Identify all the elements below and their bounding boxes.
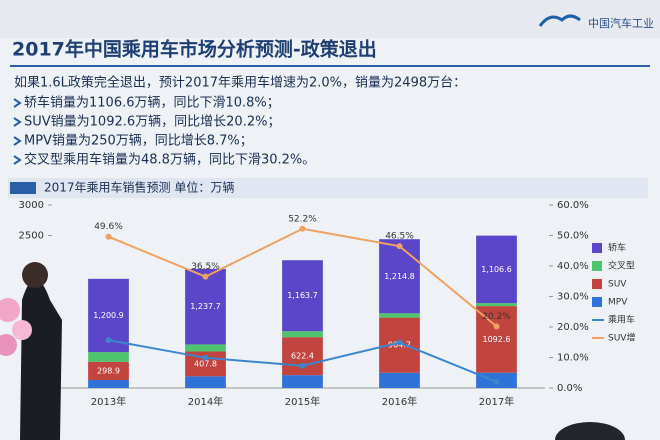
presenter-head [22, 262, 48, 288]
legend-swatch [592, 279, 602, 289]
data-label: 298.9 [97, 366, 120, 375]
bar-segment [379, 313, 420, 318]
data-label: 1,106.6 [481, 265, 512, 274]
line-point [396, 243, 403, 250]
bar-segment [282, 375, 323, 388]
legend-swatch [592, 297, 602, 307]
bar-segment [379, 372, 420, 388]
slide-title: 2017年中国乘用车市场分析预测-政策退出 [12, 38, 377, 61]
data-label: 1,214.8 [384, 272, 415, 281]
legend-label: MPV [608, 298, 628, 308]
legend-swatch [592, 243, 602, 253]
data-label: 52.2% [288, 214, 317, 224]
bullet-icon [13, 117, 22, 127]
bar-segment [282, 260, 323, 332]
bar-segment [185, 344, 226, 352]
data-label: 1,237.7 [190, 302, 221, 311]
chart-title: 2017年乘用车销售预测 单位：万辆 [44, 180, 234, 195]
bar-segment [88, 361, 129, 381]
bar-segment [185, 376, 226, 388]
presenter [20, 279, 62, 440]
bar-segment [476, 306, 517, 373]
bar-segment [282, 337, 323, 376]
bar-segment [185, 268, 226, 345]
data-label: 20.2% [482, 312, 511, 322]
bar-segment [379, 239, 420, 314]
legend-swatch [592, 261, 602, 271]
bar-segment [282, 331, 323, 338]
line-point [105, 337, 112, 344]
bar-segment [88, 352, 129, 362]
legend-label: 乘用车 [608, 314, 635, 326]
data-label: 1,200.9 [93, 311, 124, 320]
audience [555, 422, 625, 440]
legend-label: SUV增 [608, 332, 635, 344]
y2-tick-label: 10.0% [557, 353, 589, 364]
x-tick-label: 2015年 [285, 395, 320, 408]
bullet: MPV销量为250万辆，同比增长8.7%； [24, 134, 253, 149]
bar-segment [476, 235, 517, 304]
x-tick-label: 2013年 [91, 395, 126, 408]
y2-tick-label: 50.0% [557, 231, 589, 242]
line-point [105, 233, 112, 240]
data-label: 1,163.7 [287, 291, 318, 300]
legend-label: 交叉型 [608, 260, 635, 272]
chart-header-bg [8, 178, 648, 198]
logo-text: 中国汽车工业 [588, 16, 654, 30]
chart-header-mark [10, 182, 36, 194]
bullet: 交叉型乘用车销量为48.8万辆，同比下滑30.2%。 [24, 152, 315, 168]
data-label: 622.4 [291, 352, 314, 361]
legend-label: 轿车 [608, 242, 626, 254]
line-point [202, 273, 209, 280]
logo-mark [538, 14, 581, 27]
y2-tick-label: 60.0% [557, 200, 589, 211]
intro: 如果1.6L政策完全退出，预计2017年乘用车增速为2.0%，销量为2498万台… [14, 75, 466, 91]
bar-segment [88, 380, 129, 388]
line-point [396, 339, 403, 346]
line-point [493, 378, 500, 385]
data-label: 46.5% [385, 232, 414, 242]
line-point [202, 354, 209, 361]
data-label: 49.6% [94, 222, 123, 232]
y-tick-label: 2500 [19, 231, 44, 242]
x-tick-label: 2014年 [188, 395, 223, 408]
line-point [493, 323, 500, 330]
bullet: 轿车销量为1106.6万辆，同比下滑10.8%； [24, 95, 280, 111]
flowers [12, 320, 32, 340]
legend-label: SUV [608, 280, 627, 290]
data-label: 1092.6 [483, 335, 511, 344]
y2-tick-label: 20.0% [557, 322, 589, 333]
y-tick-label: 3000 [19, 200, 44, 211]
bullet-icon [13, 155, 22, 165]
y2-tick-label: 40.0% [557, 261, 589, 272]
bullet-icon [13, 136, 22, 146]
y2-tick-label: 30.0% [557, 292, 589, 303]
line-point [299, 225, 306, 232]
bullet: SUV销量为1092.6万辆，同比增长20.2%； [24, 115, 280, 130]
bar-segment [476, 303, 517, 307]
flowers [0, 298, 20, 322]
data-label: 407.8 [194, 359, 217, 368]
flowers [0, 334, 17, 356]
bullet-icon [13, 98, 22, 108]
data-label: 36.5% [191, 262, 220, 272]
y2-tick-label: 0.0% [557, 383, 582, 394]
x-tick-label: 2017年 [479, 395, 514, 408]
line-point [299, 362, 306, 369]
x-tick-label: 2016年 [382, 395, 417, 408]
